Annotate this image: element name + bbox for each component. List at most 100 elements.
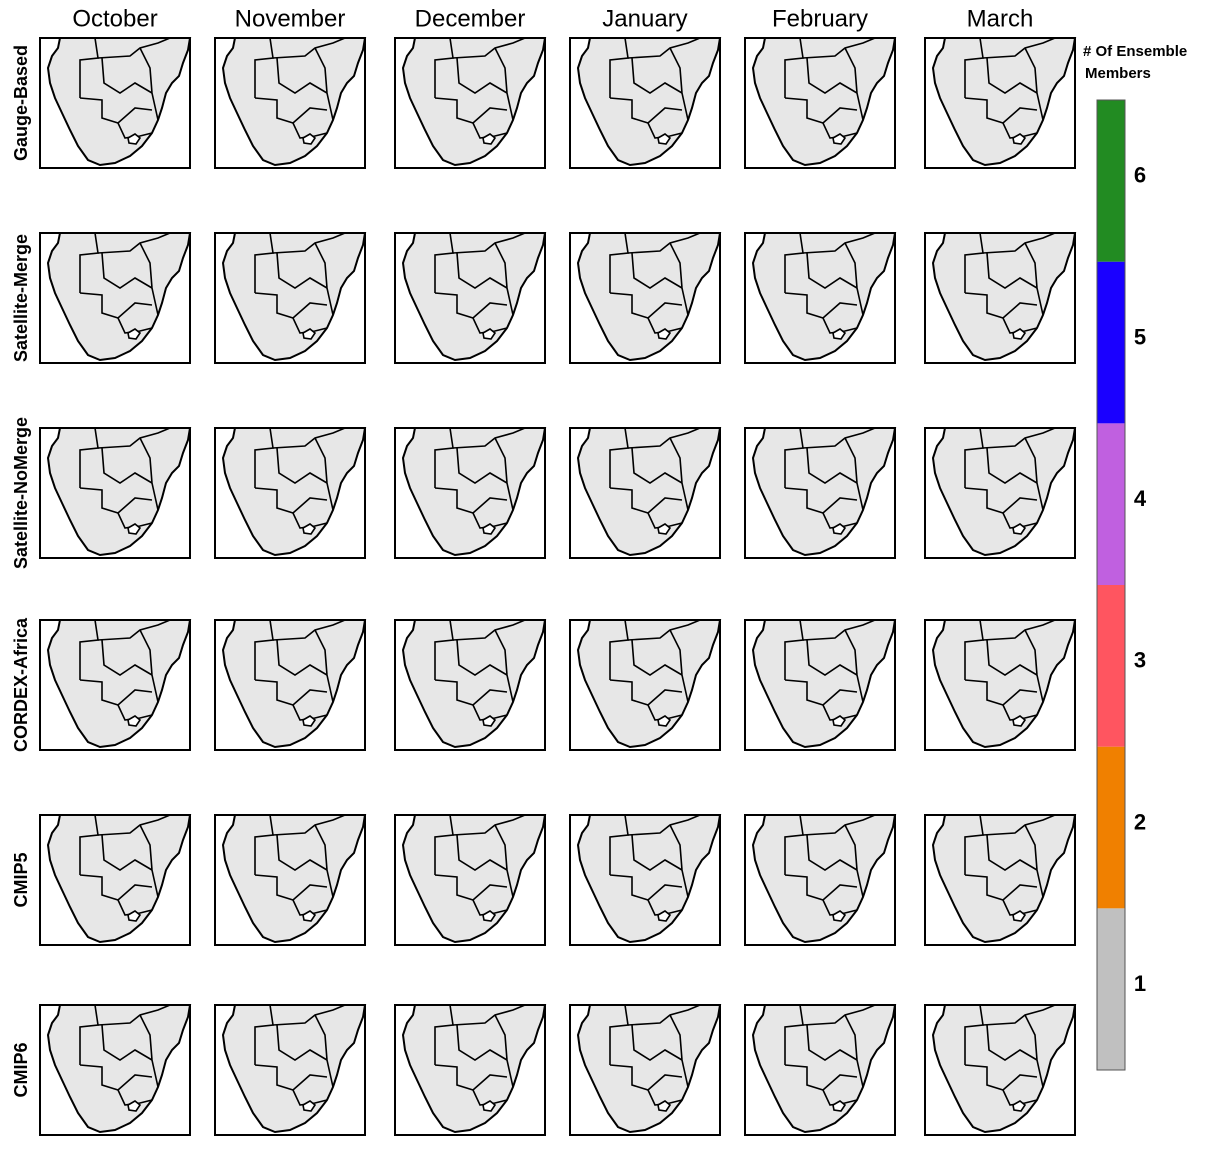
land [401, 619, 547, 749]
border [494, 824, 514, 898]
border [456, 57, 508, 94]
border [631, 447, 683, 484]
map-panel [214, 814, 367, 946]
border [609, 232, 629, 293]
border [314, 437, 334, 511]
border [784, 232, 804, 293]
panel-frame [394, 619, 546, 751]
lesotho [1012, 523, 1027, 535]
map-panel [394, 427, 547, 559]
lesotho [482, 715, 497, 727]
panel-frame [394, 37, 546, 169]
lesotho [302, 328, 317, 340]
colorbar-tick-label: 1 [1134, 971, 1146, 996]
border [844, 47, 864, 121]
map-panel [214, 37, 367, 169]
panel-frame [214, 232, 366, 364]
lesotho [832, 715, 847, 727]
colorbar-tick-label: 6 [1134, 163, 1146, 188]
border [456, 447, 508, 484]
panel-frame [744, 619, 896, 751]
border [254, 427, 274, 488]
border [79, 1064, 153, 1091]
border [79, 814, 99, 875]
border [101, 834, 153, 871]
lesotho [482, 1100, 497, 1112]
map-panel [744, 37, 897, 169]
border [631, 57, 683, 94]
border [254, 679, 328, 706]
lesotho [482, 523, 497, 535]
border [609, 1004, 629, 1065]
panel-frame [214, 814, 366, 946]
map-panel [569, 427, 722, 559]
border [79, 427, 99, 488]
land [221, 814, 367, 944]
map-panel [394, 1004, 547, 1136]
border [434, 1004, 454, 1065]
land [576, 232, 722, 362]
border [986, 57, 1038, 94]
border [1024, 437, 1044, 511]
land [931, 37, 1077, 167]
border [276, 57, 328, 94]
row-label: CORDEX-Africa [11, 617, 31, 752]
border [101, 639, 153, 676]
row-label: Gauge-Based [11, 45, 31, 161]
colorbar-tick-label: 2 [1134, 809, 1146, 834]
border [1024, 47, 1044, 121]
border [1024, 629, 1044, 703]
lesotho [1012, 910, 1027, 922]
column-header: February [772, 5, 868, 32]
colorbar-tick-label: 5 [1134, 324, 1146, 349]
border [609, 619, 629, 680]
border [494, 47, 514, 121]
map-panel [744, 232, 897, 364]
lesotho [832, 523, 847, 535]
column-header: March [967, 5, 1034, 32]
colorbar-segment [1097, 746, 1125, 909]
lesotho [832, 133, 847, 145]
border [964, 427, 984, 488]
panel-frame [39, 619, 191, 751]
border [609, 1064, 683, 1091]
border [784, 874, 858, 901]
panel-frame [39, 37, 191, 169]
land [401, 1004, 547, 1134]
lesotho [657, 1100, 672, 1112]
colorbar-segment [1097, 423, 1125, 585]
panel-frame [214, 619, 366, 751]
border [609, 292, 683, 319]
colorbar-segment [1097, 261, 1125, 424]
lesotho [482, 910, 497, 922]
panel-frame [394, 232, 546, 364]
border [456, 1024, 508, 1061]
land [46, 427, 192, 557]
panel-frame [214, 1004, 366, 1136]
land [221, 427, 367, 557]
map-panel [39, 427, 192, 559]
map-panel [924, 37, 1077, 169]
border [254, 292, 328, 319]
lesotho [657, 910, 672, 922]
lesotho [302, 133, 317, 145]
border [314, 47, 334, 121]
map-panel [744, 619, 897, 751]
border [101, 447, 153, 484]
border [456, 834, 508, 871]
lesotho [482, 133, 497, 145]
panel-frame [924, 427, 1076, 559]
border [254, 1064, 328, 1091]
border [1024, 824, 1044, 898]
border [986, 252, 1038, 289]
lesotho [1012, 328, 1027, 340]
border [494, 1014, 514, 1088]
land [221, 37, 367, 167]
panel-frame [744, 37, 896, 169]
lesotho [832, 328, 847, 340]
border [964, 97, 1038, 124]
map-panel [214, 427, 367, 559]
border [314, 629, 334, 703]
border [609, 427, 629, 488]
land [576, 427, 722, 557]
